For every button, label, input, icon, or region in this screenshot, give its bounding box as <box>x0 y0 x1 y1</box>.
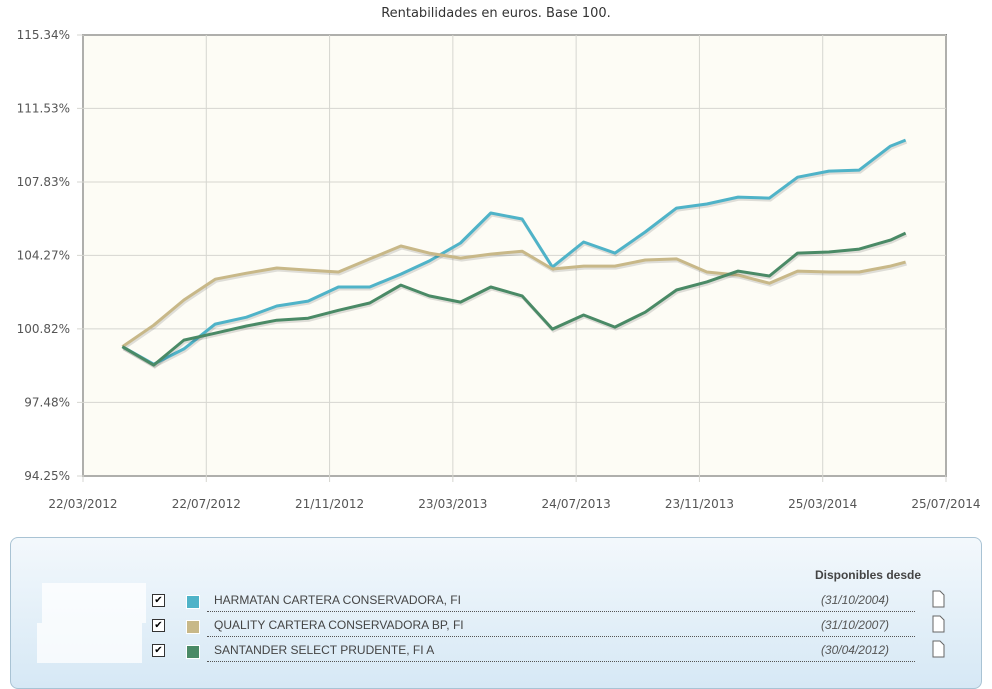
y-tick-label: 97.48% <box>24 395 70 409</box>
x-tick-label: 24/07/2013 <box>542 497 611 511</box>
series-checkbox[interactable]: ✔ <box>152 594 165 607</box>
fund-name: QUALITY CARTERA CONSERVADORA BP, FI <box>214 618 464 632</box>
x-tick-label: 25/03/2014 <box>788 497 857 511</box>
y-tick-label: 115.34% <box>17 28 70 42</box>
available-since-header: Disponibles desde <box>791 568 921 582</box>
row-divider <box>207 636 915 637</box>
document-icon[interactable] <box>931 640 945 658</box>
x-tick-label: 23/03/2013 <box>418 497 487 511</box>
available-since-date: (31/10/2004) <box>791 593 889 607</box>
chart-title: Rentabilidades en euros. Base 100. <box>381 6 611 21</box>
series-color-swatch <box>186 645 200 659</box>
series-color-swatch <box>186 595 200 609</box>
document-icon[interactable] <box>931 590 945 608</box>
fund-name: HARMATAN CARTERA CONSERVADORA, FI <box>214 593 461 607</box>
x-tick-label: 23/11/2013 <box>665 497 734 511</box>
y-tick-label: 100.82% <box>17 322 70 336</box>
series-color-swatch <box>186 620 200 634</box>
y-tick-label: 107.83% <box>17 175 70 189</box>
y-tick-label: 94.25% <box>24 469 70 483</box>
x-tick-label: 22/03/2012 <box>48 497 117 511</box>
series-checkbox[interactable]: ✔ <box>152 644 165 657</box>
row-divider <box>207 661 915 662</box>
available-since-date: (30/04/2012) <box>791 643 889 657</box>
legend-panel: Disponibles desde ✔ HARMATAN CARTERA CON… <box>10 537 982 689</box>
performance-chart: Rentabilidades en euros. Base 100. 115.3… <box>0 0 992 530</box>
legend-row: ✔ HARMATAN CARTERA CONSERVADORA, FI (31/… <box>11 590 981 614</box>
fund-name: SANTANDER SELECT PRUDENTE, FI A <box>214 643 434 657</box>
available-since-date: (31/10/2007) <box>791 618 889 632</box>
legend-row: ✔ SANTANDER SELECT PRUDENTE, FI A (30/04… <box>11 640 981 664</box>
x-tick-label: 25/07/2014 <box>911 497 980 511</box>
series-checkbox[interactable]: ✔ <box>152 619 165 632</box>
document-icon[interactable] <box>931 615 945 633</box>
y-tick-label: 111.53% <box>17 101 70 115</box>
x-tick-label: 22/07/2012 <box>172 497 241 511</box>
row-divider <box>207 611 915 612</box>
legend-row: ✔ QUALITY CARTERA CONSERVADORA BP, FI (3… <box>11 615 981 639</box>
x-tick-label: 21/11/2012 <box>295 497 364 511</box>
y-tick-label: 104.27% <box>17 248 70 262</box>
